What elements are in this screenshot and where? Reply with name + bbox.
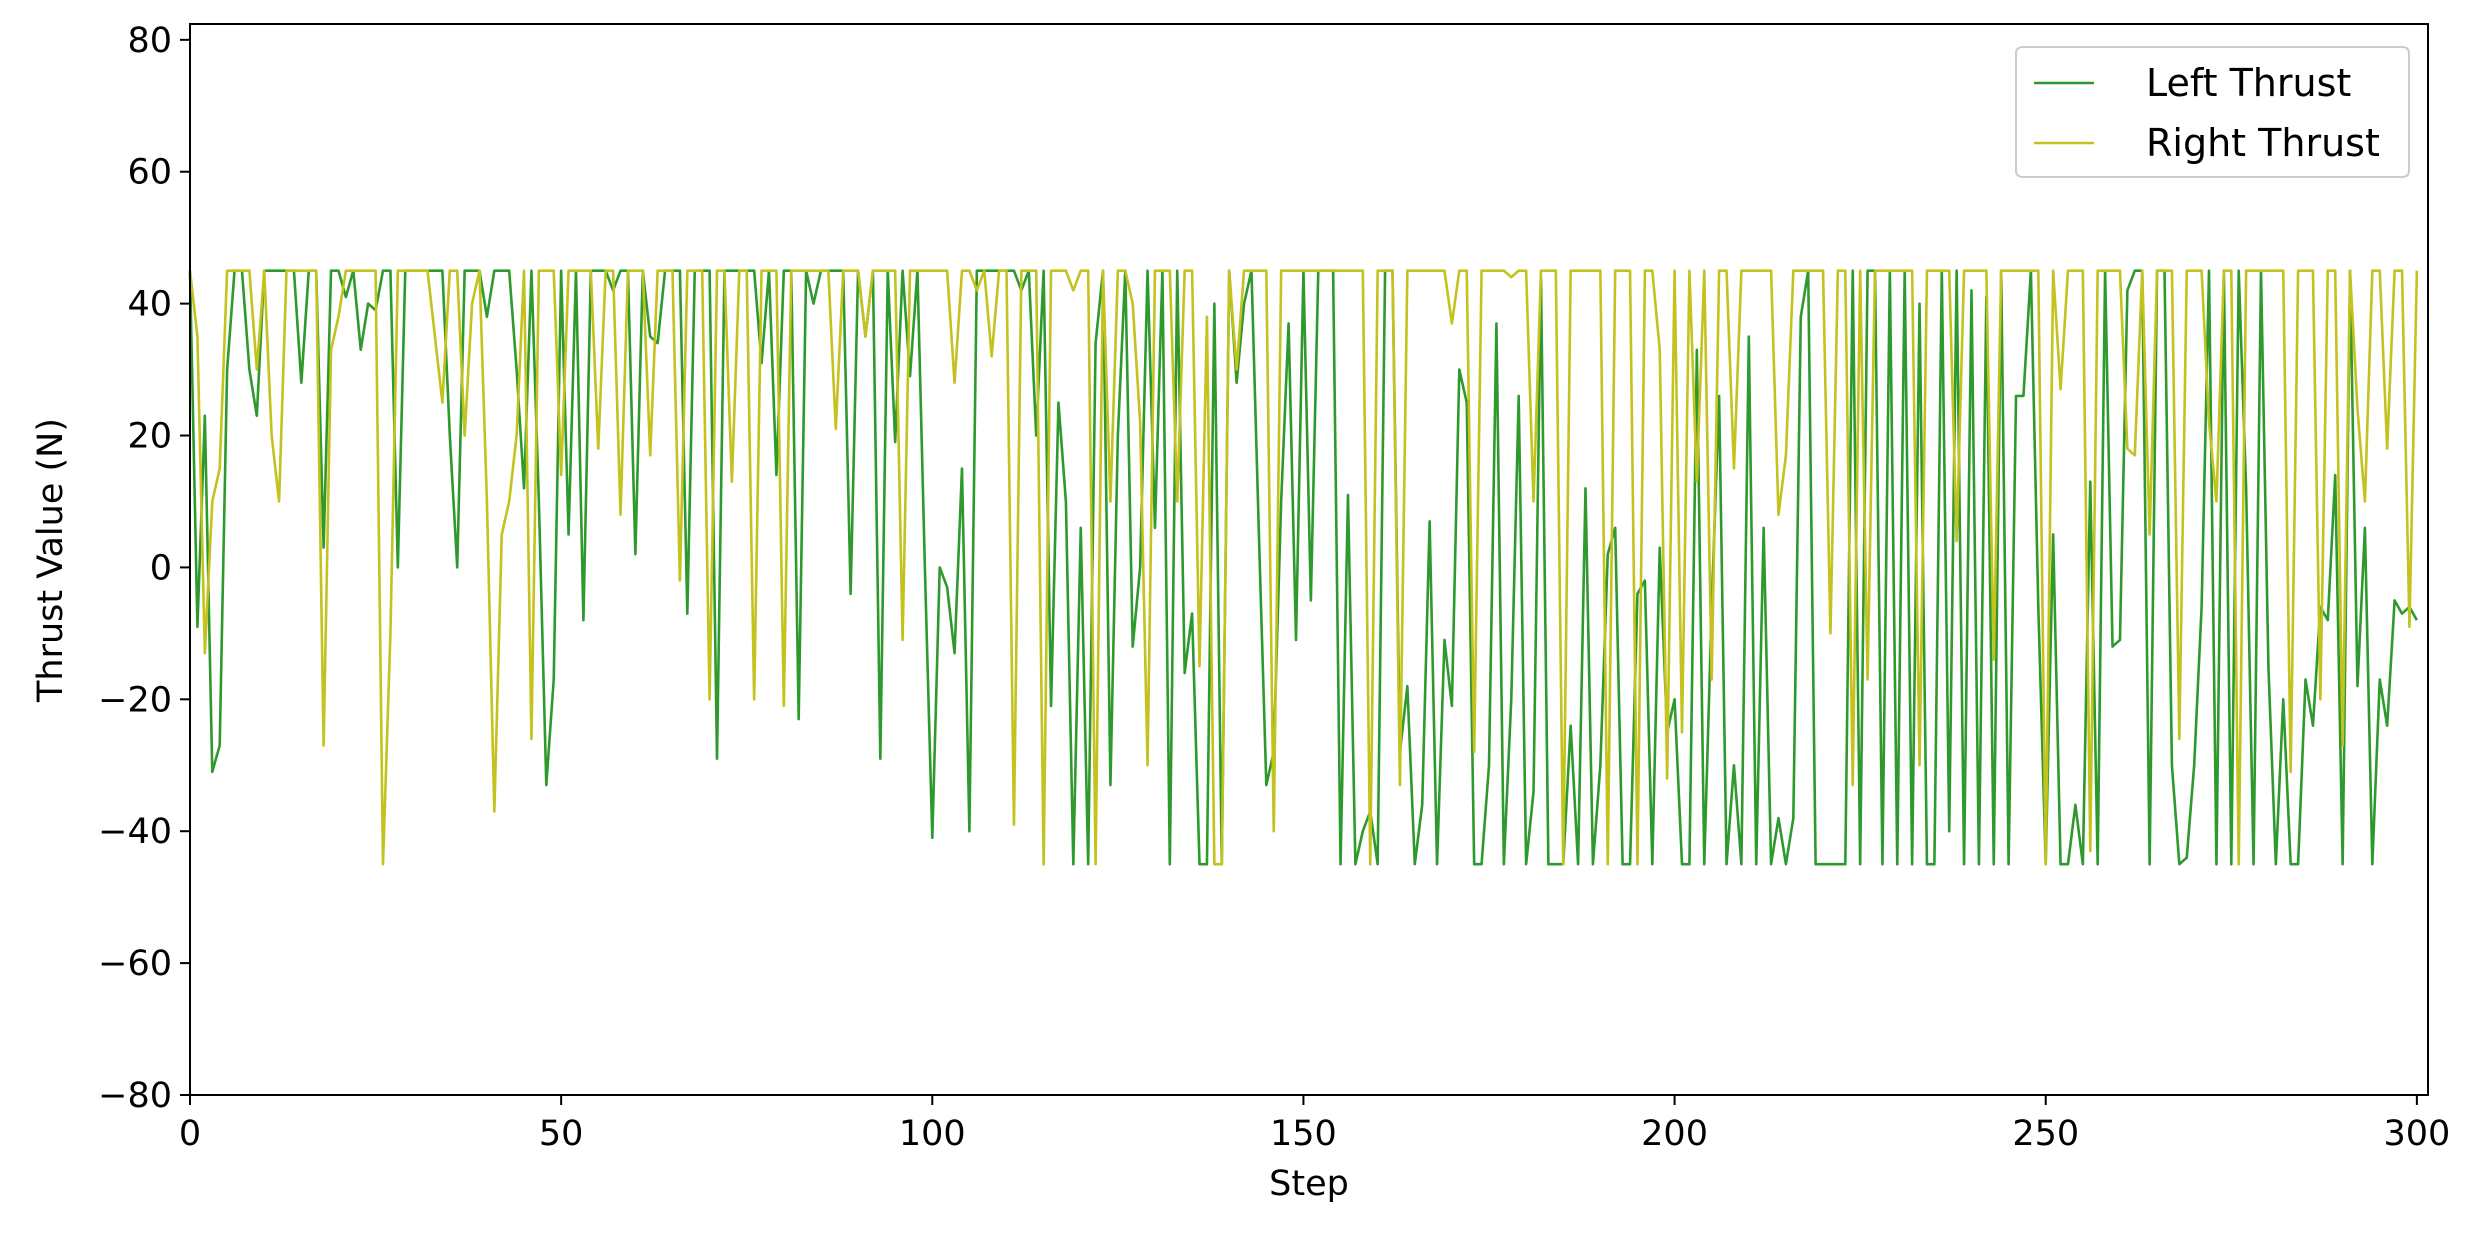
y-tick-label: −60 — [98, 944, 172, 984]
y-tick-label: 0 — [150, 548, 172, 588]
x-tick-label: 100 — [899, 1114, 966, 1154]
y-tick-label: −40 — [98, 812, 172, 852]
y-tick-label: −20 — [98, 680, 172, 720]
y-tick-label: 60 — [127, 153, 172, 193]
x-tick-label: 300 — [2383, 1114, 2450, 1154]
x-tick-label: 200 — [1641, 1114, 1708, 1154]
legend-label: Left Thrust — [2146, 61, 2351, 105]
x-tick-label: 50 — [539, 1114, 584, 1154]
x-tick-label: 250 — [2012, 1114, 2079, 1154]
legend-box — [2015, 46, 2410, 178]
line-series — [188, 269, 2419, 866]
x-tick-label: 0 — [179, 1114, 201, 1154]
y-tick-label: −80 — [98, 1076, 172, 1116]
y-tick-label: 20 — [127, 417, 172, 457]
y-tick-label: 80 — [127, 21, 172, 61]
x-tick-label: 150 — [1270, 1114, 1337, 1154]
y-axis-label: Thrust Value (N) — [31, 418, 71, 703]
plot-frame — [189, 23, 2429, 1096]
legend-label: Right Thrust — [2146, 121, 2380, 165]
y-tick-label: 40 — [127, 285, 172, 325]
x-axis-label: Step — [1269, 1164, 1349, 1204]
